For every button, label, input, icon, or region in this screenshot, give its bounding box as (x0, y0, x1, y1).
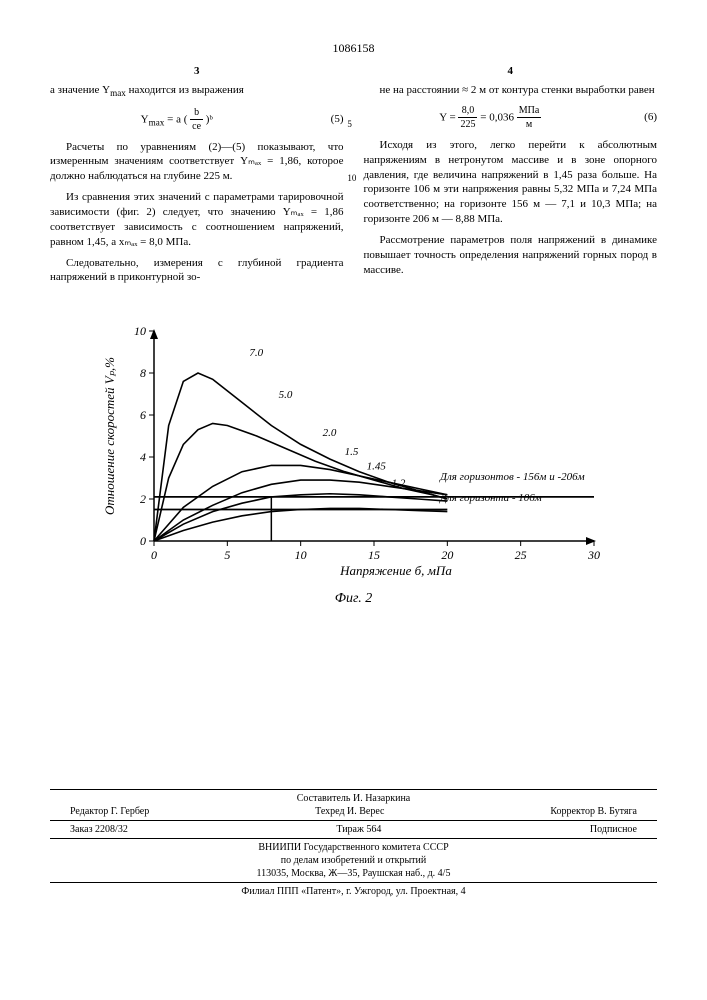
left-p1: а значение Ymax находится из выражения (50, 83, 344, 100)
page-num-right: 4 (364, 64, 658, 79)
svg-text:5: 5 (224, 548, 230, 562)
footer-tech: Техред И. Верес (315, 805, 384, 818)
line-mark-10: 10 (347, 172, 356, 184)
right-p3: Рассмотрение параметров поля напряжений … (364, 233, 658, 278)
line-mark-5: 5 (347, 118, 352, 130)
footer-order: Заказ 2208/32 (70, 823, 128, 836)
svg-text:30: 30 (587, 548, 600, 562)
svg-text:4: 4 (140, 450, 146, 464)
figure-2: 0 5 10 15 20 25 30 0 2 4 6 8 10 Напряжение б, мПа Отно… (94, 321, 614, 609)
svg-text:10: 10 (294, 548, 306, 562)
footer-tirazh: Тираж 564 (336, 823, 381, 836)
svg-text:0: 0 (151, 548, 157, 562)
footer-org1: ВНИИПИ Государственного комитета СССР (50, 841, 657, 854)
svg-text:Для горизонтов - 156м и -206м: Для горизонтов - 156м и -206м (439, 471, 585, 483)
footer-org2: по делам изобретений и открытий (50, 854, 657, 867)
left-p4: Следовательно, измерения с глубиной град… (50, 256, 344, 286)
svg-text:Напряжение б, мПа: Напряжение б, мПа (339, 563, 452, 578)
left-p2: Расчеты по уравнениям (2)—(5) показывают… (50, 140, 344, 185)
svg-text:Для горизонта - 106м: Для горизонта - 106м (439, 492, 542, 504)
footer-addr2: Филиал ППП «Патент», г. Ужгород, ул. Про… (50, 885, 657, 898)
page-num-left: 3 (50, 64, 344, 79)
svg-text:0: 0 (140, 534, 146, 548)
svg-text:8: 8 (140, 366, 146, 380)
right-p1: не на расстоянии ≈ 2 м от контура стенки… (364, 83, 658, 98)
left-p3: Из сравнения этих значений с параметрами… (50, 190, 344, 249)
chart-svg: 0 5 10 15 20 25 30 0 2 4 6 8 10 Напряжение б, мПа Отно… (94, 321, 614, 581)
right-column: 4 не на расстоянии ≈ 2 м от контура стен… (364, 64, 658, 291)
footer-subscribe: Подписное (590, 823, 637, 836)
svg-text:20: 20 (441, 548, 453, 562)
svg-text:2: 2 (140, 492, 146, 506)
svg-text:25: 25 (514, 548, 526, 562)
footer-corrector: Корректор В. Бутяга (550, 805, 637, 818)
footer: Составитель И. Назаркина Редактор Г. Гер… (50, 789, 657, 898)
text-columns: 3 а значение Ymax находится из выражения… (50, 64, 657, 291)
svg-text:7.0: 7.0 (249, 347, 263, 359)
formula-5: Ymax = a ( bce )ᵇ (5) (50, 106, 344, 134)
svg-text:Отношение скоростей Vₚ,%: Отношение скоростей Vₚ,% (102, 357, 117, 515)
svg-text:5.0: 5.0 (278, 389, 292, 401)
svg-text:10: 10 (134, 324, 146, 338)
svg-text:1.45: 1.45 (366, 461, 386, 473)
svg-text:6: 6 (140, 408, 146, 422)
left-column: 3 а значение Ymax находится из выражения… (50, 64, 344, 291)
chart-caption: Фиг. 2 (94, 590, 614, 609)
formula-6: Y = 8,0225 = 0,036 МПам (6) (364, 104, 658, 132)
footer-compiler: Составитель И. Назаркина (50, 792, 657, 805)
footer-addr1: 113035, Москва, Ж—35, Раушская наб., д. … (50, 867, 657, 880)
footer-editor: Редактор Г. Гербер (70, 805, 149, 818)
doc-number: 1086158 (50, 40, 657, 56)
svg-text:15: 15 (368, 548, 380, 562)
svg-text:1.5: 1.5 (344, 446, 358, 458)
svg-text:1.2: 1.2 (391, 478, 405, 490)
right-p2: Исходя из этого, легко перейти к абсолют… (364, 138, 658, 227)
svg-text:2.0: 2.0 (322, 427, 336, 439)
